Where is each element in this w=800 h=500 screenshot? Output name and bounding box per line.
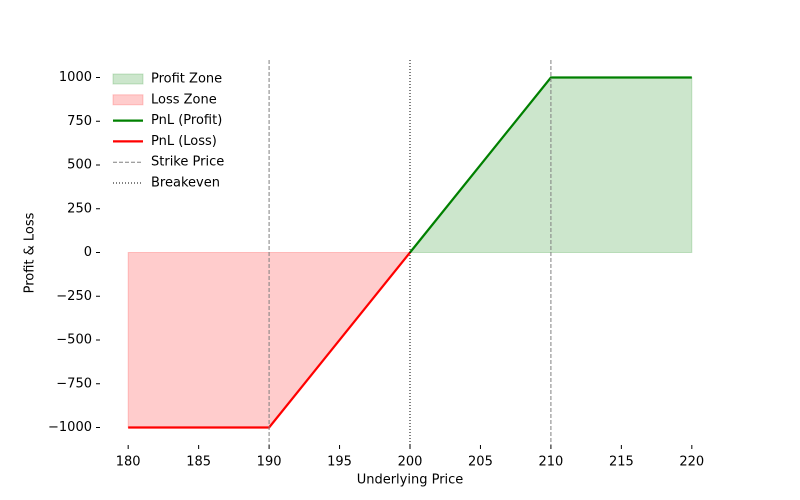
y-tick-label: 250 <box>67 201 92 216</box>
y-tick-label: −250 <box>56 289 92 304</box>
legend-label: Profit Zone <box>151 72 222 87</box>
x-axis-label: Underlying Price <box>357 473 464 488</box>
legend-label: PnL (Loss) <box>151 134 217 149</box>
x-tick-label: 220 <box>679 455 704 470</box>
legend-label: Strike Price <box>151 155 224 170</box>
legend-swatch <box>112 73 144 85</box>
x-tick-label: 215 <box>609 455 634 470</box>
x-tick-label: 185 <box>186 455 211 470</box>
x-tick-label: 210 <box>538 455 563 470</box>
y-tick-label: −1000 <box>48 420 92 435</box>
x-tick-label: 195 <box>327 455 352 470</box>
y-axis-label: Profit & Loss <box>23 212 38 293</box>
line <box>409 76 692 254</box>
legend-swatch <box>112 94 144 106</box>
y-tick-label: 750 <box>67 114 92 129</box>
y-tick-label: −500 <box>56 333 92 348</box>
y-tick-label: 0 <box>84 245 92 260</box>
legend-label: Loss Zone <box>151 92 217 107</box>
x-tick-label: 180 <box>116 455 141 470</box>
y-tick-label: −750 <box>56 376 92 391</box>
y-tick-label: 500 <box>67 158 92 173</box>
x-tick-label: 190 <box>257 455 282 470</box>
legend-label: PnL (Profit) <box>151 113 222 128</box>
x-tick-label: 200 <box>398 455 423 470</box>
y-tick-label: 1000 <box>59 70 92 85</box>
x-tick-label: 205 <box>468 455 493 470</box>
legend-label: Breakeven <box>151 176 220 191</box>
